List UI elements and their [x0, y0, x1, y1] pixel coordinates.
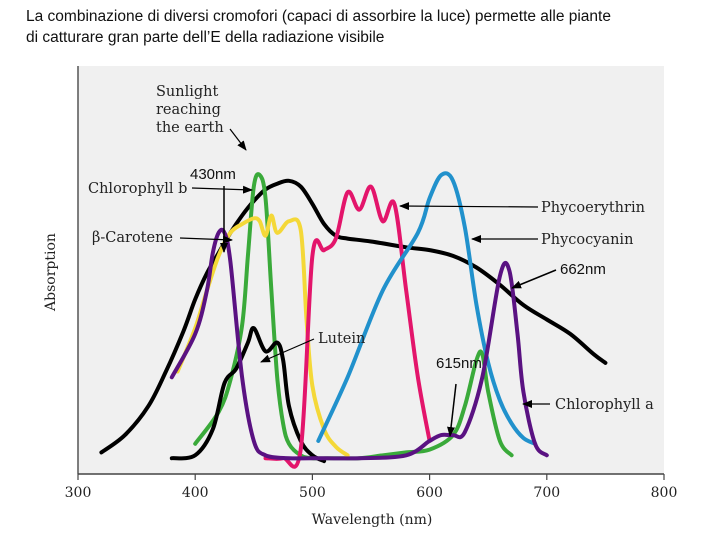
- series-line-beta-carotene: [175, 213, 350, 458]
- series-layer: [99, 171, 608, 469]
- chlorophyll-b-label: Chlorophyll b: [88, 181, 187, 197]
- caption-line-1: La combinazione di diversi cromofori (ca…: [26, 8, 611, 25]
- sunlight-label-line-2: reaching: [156, 102, 221, 118]
- plot-area: [78, 66, 664, 474]
- phycoerythrin-label: Phycoerythrin: [541, 200, 645, 216]
- chlorophyll-b-arrow: [191, 185, 253, 194]
- sunlight-label-line-3: the earth: [156, 120, 224, 136]
- chlorophyll-a-label: Chlorophyll a: [555, 397, 654, 413]
- series-line-sunlight-reaching-the-earth: [99, 178, 608, 455]
- x-tick-label-500: 500: [299, 485, 326, 501]
- series-line-chlorophyll-b: [193, 172, 514, 461]
- sunlight-arrow: [229, 128, 247, 151]
- arrow-615nm: [447, 383, 457, 437]
- phycocyanin-label: Phycocyanin: [541, 232, 633, 248]
- x-tick-label-400: 400: [182, 485, 209, 501]
- x-tick-label-300: 300: [65, 485, 92, 501]
- beta-carotene-label: β-Carotene: [92, 230, 173, 246]
- y-axis-label: Absorption: [43, 233, 59, 312]
- series-line-phycoerythrin: [263, 184, 432, 469]
- slide-caption: La combinazione di diversi cromofori (ca…: [26, 6, 716, 48]
- lutein-arrow: [260, 338, 315, 363]
- sunlight-label: Sunlight reaching the earth: [156, 84, 225, 136]
- series-line-phycocyanin: [316, 171, 538, 446]
- x-tick-label-700: 700: [533, 485, 560, 501]
- label-430nm: 430nm: [190, 166, 236, 183]
- series-line-lutein: [169, 326, 327, 464]
- label-615nm: 615nm: [436, 355, 482, 372]
- x-axis-label: Wavelength (nm): [312, 512, 433, 528]
- x-tick-label-800: 800: [651, 485, 678, 501]
- sunlight-label-line-1: Sunlight: [156, 84, 219, 100]
- lutein-label: Lutein: [318, 331, 365, 347]
- label-662nm: 662nm: [560, 261, 606, 278]
- x-ticks: 300 400 500 600 700 800: [65, 474, 678, 501]
- series-line-chlorophyll-a: [169, 227, 549, 461]
- arrow-662nm: [511, 269, 557, 289]
- x-tick-label-600: 600: [416, 485, 443, 501]
- caption-line-2: di catturare gran parte dell’E della rad…: [26, 29, 385, 46]
- phycoerythrin-arrow: [399, 202, 539, 211]
